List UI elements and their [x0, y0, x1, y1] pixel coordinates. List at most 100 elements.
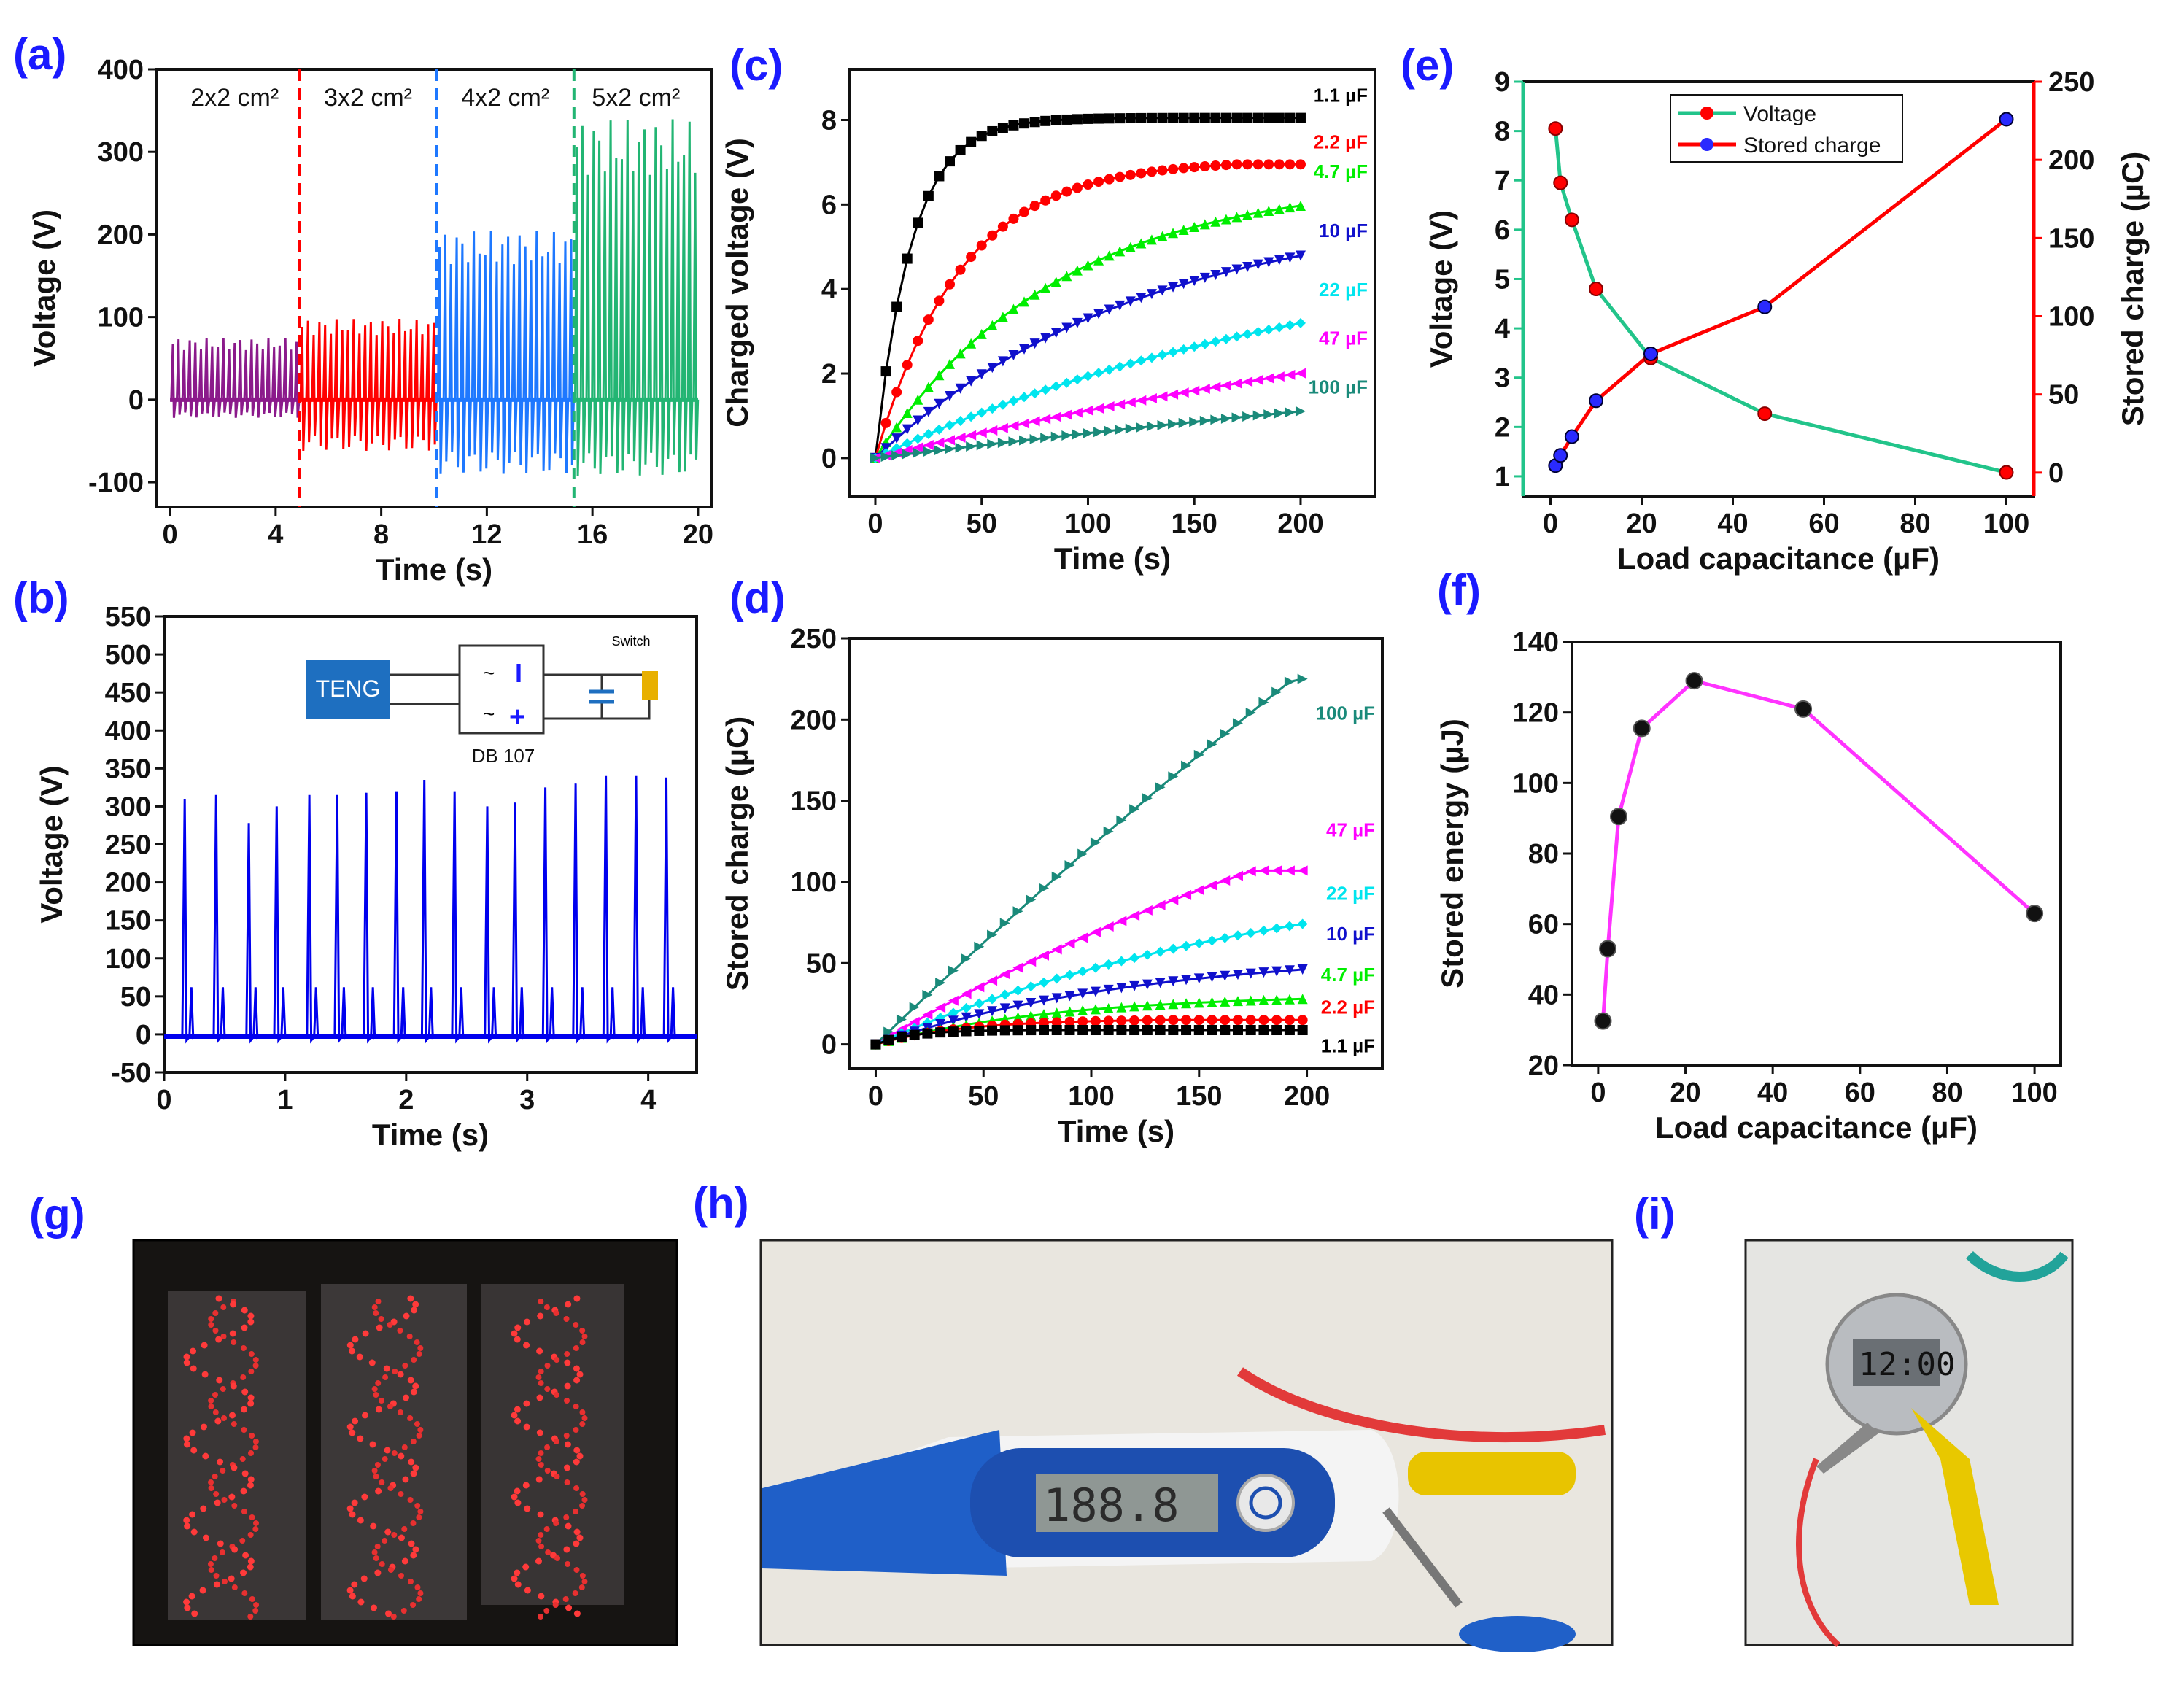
- led: [184, 1522, 191, 1530]
- data-point: [1252, 207, 1263, 218]
- data-point: [1168, 347, 1179, 357]
- data-point: [1252, 374, 1263, 385]
- data-point: [1178, 387, 1189, 398]
- thermometer-display: 188.8: [1043, 1479, 1180, 1532]
- led: [231, 1339, 237, 1345]
- led: [387, 1485, 394, 1491]
- led: [417, 1345, 424, 1351]
- led: [523, 1318, 530, 1326]
- data-point: [1077, 932, 1088, 943]
- data-point: [1168, 389, 1179, 400]
- data-point: [961, 988, 972, 999]
- led: [384, 1528, 392, 1536]
- led: [416, 1596, 422, 1602]
- led: [562, 1596, 569, 1602]
- y-tick-label: 0: [128, 385, 144, 416]
- y-tick-label: 300: [98, 137, 144, 168]
- series-line: [875, 997, 1303, 1046]
- led: [212, 1392, 218, 1398]
- data-point: [1297, 1015, 1308, 1026]
- data-point: [1295, 250, 1306, 261]
- led: [538, 1593, 545, 1600]
- led: [564, 1479, 570, 1485]
- led: [183, 1598, 190, 1606]
- data-point: [1064, 1016, 1075, 1027]
- series-line: [875, 968, 1303, 1046]
- data-point: [913, 433, 923, 444]
- led: [384, 1610, 392, 1617]
- led: [536, 1347, 543, 1355]
- led: [370, 1604, 377, 1611]
- data-point: [1199, 384, 1210, 395]
- data-point: [1146, 112, 1157, 123]
- led: [408, 1540, 415, 1547]
- led: [374, 1569, 382, 1576]
- data-point: [880, 366, 891, 377]
- data-point: [913, 336, 923, 347]
- data-point: [1193, 749, 1204, 760]
- data-point: [1103, 1002, 1114, 1013]
- data-point: [1207, 880, 1217, 891]
- led: [202, 1452, 209, 1460]
- led: [241, 1590, 248, 1596]
- led: [241, 1388, 249, 1396]
- led: [249, 1514, 255, 1520]
- right-tick-label: 150: [2048, 223, 2094, 254]
- data-point: [1271, 923, 1282, 934]
- data-point: [934, 295, 945, 306]
- data-point: [1050, 328, 1061, 338]
- led: [410, 1439, 417, 1444]
- data-point: [1207, 1025, 1217, 1036]
- data-point: [923, 446, 934, 457]
- led: [217, 1540, 224, 1547]
- data-point: [913, 394, 923, 405]
- data-point: [1258, 865, 1269, 876]
- data-point: [1019, 435, 1030, 446]
- led: [346, 1505, 354, 1512]
- led: [514, 1581, 522, 1588]
- led: [352, 1417, 359, 1425]
- led: [360, 1575, 368, 1582]
- energy-point: [1610, 808, 1628, 826]
- data-point: [1072, 317, 1083, 328]
- data-point: [891, 422, 902, 433]
- data-point: [1157, 391, 1168, 402]
- y-tick-label: 100: [791, 867, 837, 898]
- data-point: [1115, 113, 1126, 124]
- data-point: [1231, 212, 1242, 222]
- led: [214, 1417, 222, 1425]
- led: [212, 1474, 218, 1479]
- led: [522, 1482, 530, 1489]
- data-point: [1271, 865, 1282, 876]
- data-point: [1193, 885, 1204, 896]
- data-point: [1181, 1025, 1192, 1036]
- data-point: [1125, 296, 1136, 307]
- data-point: [1064, 938, 1075, 949]
- led: [253, 1602, 260, 1608]
- led: [537, 1511, 544, 1518]
- data-point: [1252, 112, 1263, 123]
- data-point: [1232, 930, 1243, 941]
- led: [523, 1423, 530, 1431]
- data-point: [1284, 965, 1295, 976]
- led: [573, 1295, 581, 1302]
- led: [383, 1365, 390, 1372]
- data-point: [1142, 1025, 1153, 1036]
- led: [370, 1522, 377, 1530]
- data-point: [1178, 112, 1189, 123]
- led: [190, 1528, 198, 1536]
- data-point: [1284, 865, 1295, 876]
- x-tick-label: 100: [1068, 1081, 1114, 1112]
- data-point: [1263, 205, 1274, 216]
- led: [553, 1392, 559, 1398]
- led: [248, 1369, 255, 1374]
- data-point: [1064, 1006, 1075, 1017]
- data-point: [1168, 228, 1179, 239]
- y-tick-label: 350: [105, 754, 151, 784]
- y-tick-label: 140: [1513, 627, 1559, 658]
- x-tick-label: 1: [277, 1085, 293, 1115]
- led: [410, 1388, 417, 1396]
- data-point: [1029, 388, 1040, 399]
- energy-point: [2026, 905, 2044, 923]
- data-point: [1012, 1025, 1023, 1036]
